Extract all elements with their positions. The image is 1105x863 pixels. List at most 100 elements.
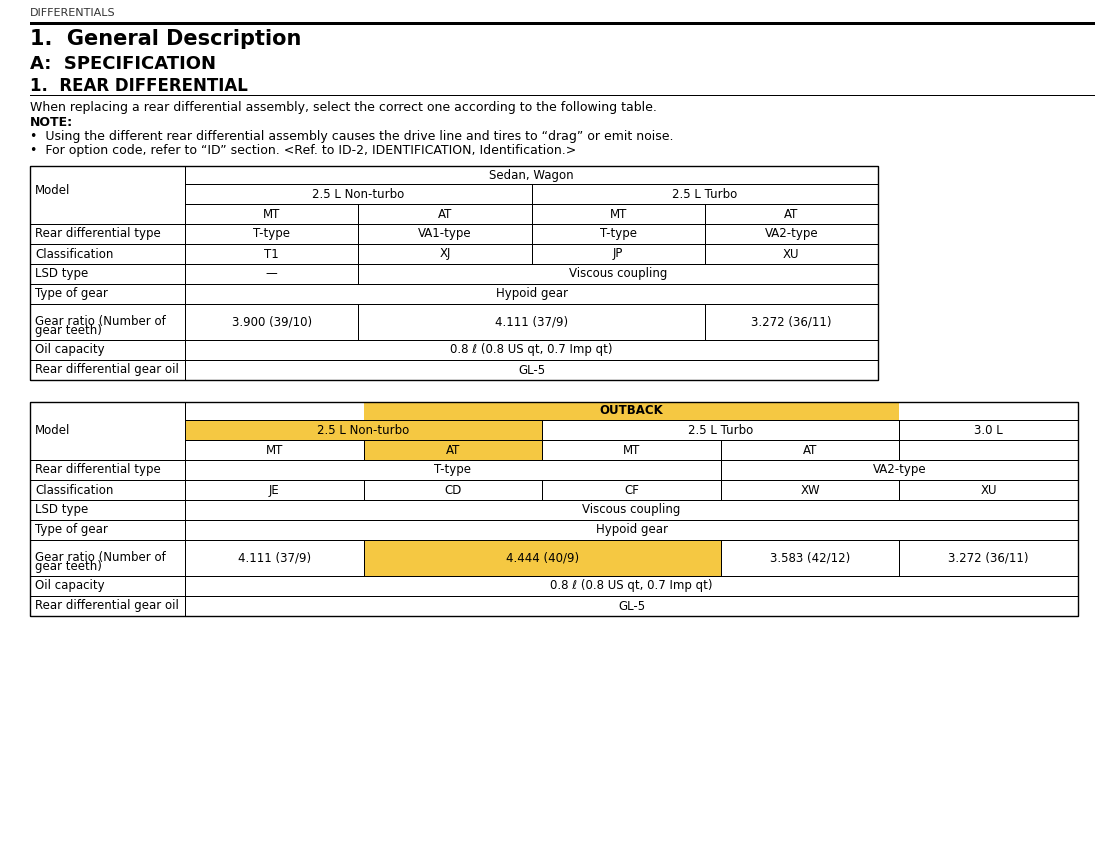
Bar	[185, 576, 1078, 596]
Bar	[358, 204, 532, 224]
Text: Rear differential type: Rear differential type	[35, 228, 160, 241]
Bar	[185, 360, 878, 380]
Bar	[185, 480, 364, 500]
Text: T-type: T-type	[253, 228, 291, 241]
Bar	[30, 166, 185, 224]
Text: 4.111 (37/9): 4.111 (37/9)	[238, 551, 311, 564]
Text: 2.5 L Turbo: 2.5 L Turbo	[688, 424, 754, 437]
Text: 3.272 (36/11): 3.272 (36/11)	[948, 551, 1029, 564]
Text: Gear ratio (Number of: Gear ratio (Number of	[35, 551, 166, 564]
Bar	[543, 420, 899, 440]
Bar	[30, 480, 185, 500]
Text: 3.900 (39/10): 3.900 (39/10)	[232, 316, 312, 329]
Bar	[30, 340, 185, 360]
Text: MT: MT	[263, 207, 281, 221]
Bar	[364, 440, 543, 460]
Bar	[185, 540, 364, 576]
Text: JE: JE	[269, 483, 280, 496]
Text: 1.  General Description: 1. General Description	[30, 29, 302, 49]
Bar	[185, 402, 1078, 420]
Bar	[358, 304, 705, 340]
Bar	[30, 460, 185, 480]
Bar	[30, 520, 185, 540]
Text: AT: AT	[785, 207, 799, 221]
Text: Gear ratio (Number of: Gear ratio (Number of	[35, 315, 166, 328]
Text: T-type: T-type	[600, 228, 636, 241]
Bar	[899, 480, 1078, 500]
Text: VA2-type: VA2-type	[765, 228, 818, 241]
Text: Model: Model	[35, 184, 71, 197]
Text: 0.8 ℓ (0.8 US qt, 0.7 Imp qt): 0.8 ℓ (0.8 US qt, 0.7 Imp qt)	[550, 579, 713, 593]
Bar	[185, 264, 358, 284]
Bar	[705, 204, 878, 224]
Text: Viscous coupling: Viscous coupling	[582, 503, 681, 516]
Bar	[185, 340, 878, 360]
Bar	[30, 22, 1095, 25]
Text: •  Using the different rear differential assembly causes the drive line and tire: • Using the different rear differential …	[30, 130, 674, 143]
Text: MT: MT	[623, 444, 640, 457]
Text: LSD type: LSD type	[35, 503, 88, 516]
Text: Hypoid gear: Hypoid gear	[495, 287, 568, 300]
Bar	[899, 440, 1078, 460]
Bar	[185, 224, 358, 244]
Bar	[705, 244, 878, 264]
Bar	[532, 184, 878, 204]
Bar	[705, 224, 878, 244]
Bar	[185, 184, 532, 204]
Bar	[364, 480, 543, 500]
Text: MT: MT	[265, 444, 283, 457]
Text: VA1-type: VA1-type	[418, 228, 472, 241]
Text: •  For option code, refer to “ID” section. <Ref. to ID-2, IDENTIFICATION, Identi: • For option code, refer to “ID” section…	[30, 144, 576, 157]
Text: 2.5 L Non-turbo: 2.5 L Non-turbo	[317, 424, 410, 437]
Text: A:  SPECIFICATION: A: SPECIFICATION	[30, 55, 215, 73]
Text: Type of gear: Type of gear	[35, 287, 108, 300]
Bar	[185, 304, 358, 340]
Bar	[185, 520, 1078, 540]
Text: —: —	[265, 268, 277, 280]
Text: JP: JP	[613, 248, 623, 261]
Text: Viscous coupling: Viscous coupling	[569, 268, 667, 280]
Bar	[185, 420, 543, 440]
Text: DIFFERENTIALS: DIFFERENTIALS	[30, 8, 116, 18]
Text: Classification: Classification	[35, 483, 114, 496]
Bar	[185, 284, 878, 304]
Bar	[358, 244, 532, 264]
Bar	[358, 264, 878, 284]
Bar	[364, 440, 543, 460]
Bar	[720, 440, 899, 460]
Text: Rear differential gear oil: Rear differential gear oil	[35, 600, 179, 613]
Text: NOTE:: NOTE:	[30, 116, 73, 129]
Text: XW: XW	[800, 483, 820, 496]
Text: Model: Model	[35, 425, 71, 438]
Text: 0.8 ℓ (0.8 US qt, 0.7 Imp qt): 0.8 ℓ (0.8 US qt, 0.7 Imp qt)	[450, 343, 613, 356]
Bar	[30, 402, 1078, 616]
Bar	[30, 244, 185, 264]
Text: 3.0 L: 3.0 L	[975, 424, 1003, 437]
Text: gear teeth): gear teeth)	[35, 324, 102, 337]
Text: 3.583 (42/12): 3.583 (42/12)	[770, 551, 850, 564]
Text: 2.5 L Turbo: 2.5 L Turbo	[672, 187, 737, 200]
Bar	[30, 360, 185, 380]
Bar	[532, 224, 705, 244]
Text: 2.5 L Non-turbo: 2.5 L Non-turbo	[312, 187, 404, 200]
Text: T-type: T-type	[434, 463, 472, 476]
Text: 4.444 (40/9): 4.444 (40/9)	[506, 551, 579, 564]
Text: 4.111 (37/9): 4.111 (37/9)	[495, 316, 568, 329]
Text: MT: MT	[610, 207, 627, 221]
Text: AT: AT	[438, 207, 452, 221]
Text: When replacing a rear differential assembly, select the correct one according to: When replacing a rear differential assem…	[30, 101, 656, 114]
Text: Oil capacity: Oil capacity	[35, 343, 105, 356]
Text: Sedan, Wagon: Sedan, Wagon	[490, 168, 573, 181]
Text: Oil capacity: Oil capacity	[35, 579, 105, 593]
Bar	[364, 540, 720, 576]
Bar	[185, 244, 358, 264]
Bar	[30, 576, 185, 596]
Bar	[185, 166, 878, 184]
Bar	[185, 460, 720, 480]
Text: T1: T1	[264, 248, 278, 261]
Bar	[185, 596, 1078, 616]
Bar	[185, 500, 1078, 520]
Bar	[185, 420, 543, 440]
Bar	[720, 540, 899, 576]
Text: GL-5: GL-5	[618, 600, 645, 613]
